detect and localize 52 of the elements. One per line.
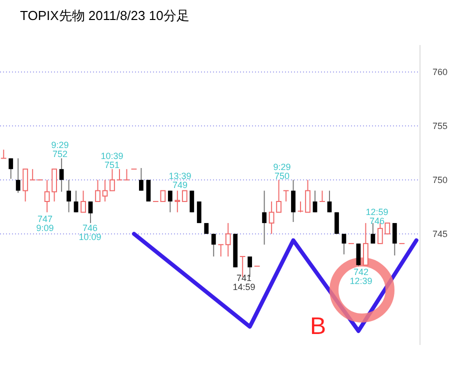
annotation: B — [310, 313, 326, 340]
annotation: 742 12:39 — [350, 267, 372, 286]
y-tick-label: 755 — [432, 120, 448, 131]
candlestick — [139, 168, 144, 192]
candlestick — [95, 179, 100, 202]
annotation: 747 9:09 — [36, 214, 54, 233]
candlestick — [362, 222, 368, 266]
candlestick — [356, 243, 361, 267]
candlestick — [146, 179, 151, 202]
candlestick — [182, 190, 188, 202]
candlestick — [225, 222, 231, 258]
candlestick — [190, 190, 194, 213]
candlestick — [174, 190, 180, 213]
candlestick — [116, 168, 123, 180]
candlestick — [80, 190, 86, 213]
candlestick — [0, 149, 7, 159]
candlestick — [305, 179, 310, 213]
candlestick — [297, 200, 304, 213]
candlestick — [59, 158, 64, 192]
candlestick — [22, 168, 28, 202]
candlestick — [327, 190, 332, 213]
candlestick — [291, 179, 296, 222]
candlestick — [204, 222, 209, 234]
candlestick — [218, 244, 224, 258]
y-tick-label: 750 — [432, 174, 448, 185]
candlestick — [88, 200, 93, 224]
candlestick — [312, 190, 318, 213]
y-tick-label: 745 — [432, 228, 448, 239]
annotation: 12:59 746 — [366, 207, 388, 226]
candlestick — [211, 233, 216, 258]
candlestick — [319, 190, 326, 202]
annotation: 10:39 751 — [100, 151, 124, 170]
candlestick — [102, 179, 108, 202]
annotation: 9:29 752 — [51, 140, 69, 159]
annotation: 9:29 750 — [273, 162, 291, 181]
candlestick — [74, 190, 78, 213]
candlestick — [392, 222, 397, 256]
annotation: 741 14:59 — [232, 273, 256, 292]
candlestick — [262, 190, 267, 246]
candlestick — [282, 190, 290, 202]
annotation: 746 10:09 — [78, 223, 102, 242]
candlestick — [8, 158, 14, 180]
annotation: 13:39 749 — [168, 171, 192, 190]
candlestick — [66, 179, 71, 213]
chart-title: TOPIX先物 2011/8/23 10分足 — [20, 8, 190, 23]
y-tick-label: 760 — [432, 66, 448, 77]
candlestick — [370, 222, 376, 244]
candlestick — [168, 190, 172, 213]
candlestick — [110, 168, 115, 192]
candlestick — [124, 168, 130, 180]
candlestick — [334, 212, 339, 234]
candlestick — [16, 158, 20, 194]
